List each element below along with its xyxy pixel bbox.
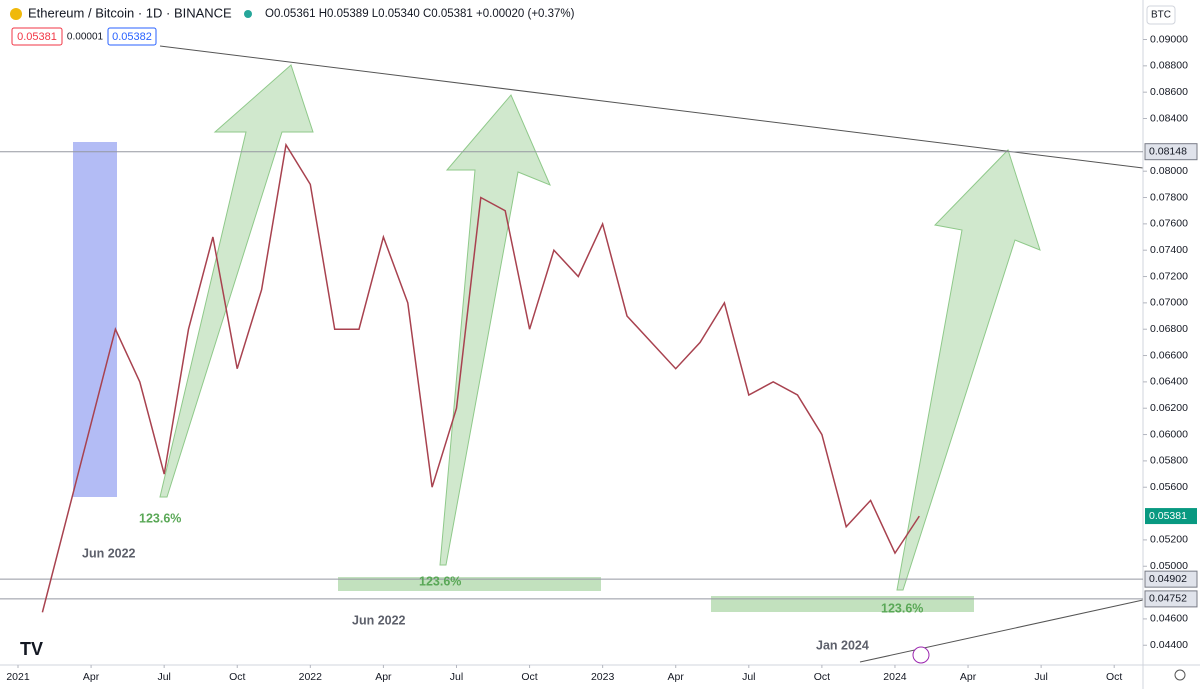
symbol-title[interactable]: Ethereum / Bitcoin · 1D · BINANCE [28,5,232,20]
annotation: 123.6% [419,574,461,588]
price-label-bg [1144,570,1198,588]
x-tick-label: Oct [814,671,830,683]
event-icon[interactable] [912,646,930,664]
annotation: 123.6% [881,601,923,615]
y-tick-label: 0.08000 [1150,165,1188,177]
y-tick-label: 0.06200 [1150,402,1188,414]
x-tick-label: 2022 [299,671,323,683]
x-tick-label: 2024 [883,671,907,683]
y-tick-label: 0.08400 [1150,112,1188,124]
price-label: 0.04752 [1149,593,1187,605]
y-tick-label: 0.05200 [1150,534,1188,546]
buy-price: 0.05382 [112,31,152,43]
zone [711,596,974,612]
x-tick-label: Jul [450,671,463,683]
y-tick-label: 0.07200 [1150,270,1188,282]
buy-button[interactable] [107,27,157,46]
symbol-icon [10,8,22,20]
x-tick-label: Oct [521,671,537,683]
y-tick-label: 0.08800 [1150,60,1188,72]
price-label-bg [1144,590,1198,608]
y-tick-label: 0.05800 [1150,455,1188,467]
x-tick-label: Apr [83,671,100,683]
trend-line [859,599,1144,663]
currency: BTC [1151,10,1171,21]
y-tick-label: 0.06600 [1150,349,1188,361]
sell-price: 0.05381 [17,31,57,43]
status-dot [244,10,252,18]
x-tick-label: 2023 [591,671,615,683]
arrow [159,64,314,498]
settings-icon[interactable] [1174,669,1186,681]
ohlc: O0.05361 H0.05389 L0.05340 C0.05381 +0.0… [265,8,575,20]
annotation: Jun 2022 [82,546,136,560]
arrow [439,94,551,566]
x-tick-label: Oct [1106,671,1122,683]
x-tick-label: Apr [375,671,392,683]
highlight-box [73,142,117,497]
y-tick-label: 0.04400 [1150,639,1188,651]
y-tick-label: 0.07400 [1150,244,1188,256]
y-tick-label: 0.05000 [1150,560,1188,572]
last-price-bg [1145,508,1197,525]
y-tick-label: 0.06400 [1150,376,1188,388]
y-tick-label: 0.07800 [1150,191,1188,203]
price-label: 0.08148 [1149,145,1187,157]
y-tick-label: 0.06800 [1150,323,1188,335]
spread: 0.00001 [67,32,104,43]
trend-line [159,45,1144,169]
y-tick-label: 0.07600 [1150,218,1188,230]
y-tick-label: 0.08600 [1150,86,1188,98]
sell-button[interactable] [11,27,63,46]
x-tick-label: 2021 [6,671,30,683]
price-label-bg [1144,143,1198,161]
annotation: Jun 2022 [352,613,406,627]
x-tick-label: Apr [668,671,685,683]
price-label: 0.04902 [1149,573,1187,585]
y-tick-label: 0.04600 [1150,613,1188,625]
y-tick-label: 0.07000 [1150,297,1188,309]
arrow [896,149,1041,591]
last-price-label: 0.05381 [1149,510,1187,522]
y-tick-label: 0.05600 [1150,481,1188,493]
x-tick-label: Apr [960,671,977,683]
currency-button[interactable] [1146,5,1176,25]
x-tick-label: Jul [157,671,170,683]
x-tick-label: Oct [229,671,245,683]
x-tick-label: Jul [742,671,755,683]
logo: TV [20,639,43,659]
annotation: 123.6% [139,511,181,525]
zone [338,577,601,591]
x-tick-label: Jul [1034,671,1047,683]
annotation: Jan 2024 [816,638,869,652]
y-tick-label: 0.09000 [1150,33,1188,45]
price-line-series [41,142,920,613]
y-tick-label: 0.06000 [1150,428,1188,440]
